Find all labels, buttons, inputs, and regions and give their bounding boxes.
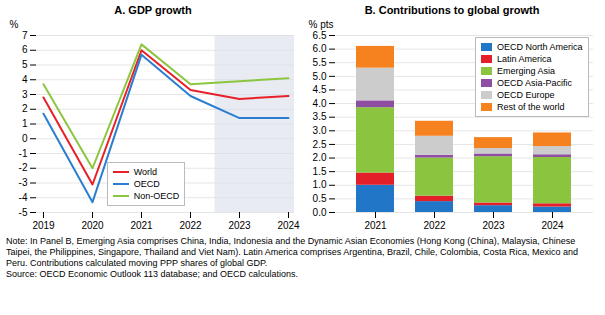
html-text:Note: In Panel B, Emerging Asi: Note: In Panel B, Emerging Asia comprise…	[6, 236, 578, 268]
html-text:Non-OECD: Non-OECD	[133, 191, 180, 201]
svg-text:3.5: 3.5	[313, 111, 327, 122]
svg-text:0: 0	[22, 133, 28, 144]
html-text:A. GDP growth: A. GDP growth	[114, 4, 192, 16]
svg-text:1.5: 1.5	[313, 166, 327, 177]
svg-text:0.5: 0.5	[313, 193, 327, 204]
svg-text:5: 5	[22, 59, 28, 70]
svg-text:5.5: 5.5	[313, 57, 327, 68]
svg-text:6: 6	[22, 44, 28, 55]
svg-text:4.5: 4.5	[313, 84, 327, 95]
svg-text:3: 3	[22, 89, 28, 100]
svg-text:4.0: 4.0	[313, 98, 327, 109]
html-text:OECD Asia-Pacific: OECD Asia-Pacific	[497, 78, 572, 88]
svg-text:%: %	[10, 19, 19, 30]
svg-text:2024: 2024	[541, 220, 564, 231]
svg-text:6.0: 6.0	[313, 43, 327, 54]
html-text:World: World	[133, 167, 157, 177]
svg-text:-3: -3	[19, 177, 28, 188]
svg-text:6.5: 6.5	[313, 30, 327, 41]
svg-text:2023: 2023	[228, 220, 251, 231]
svg-text:7: 7	[22, 30, 28, 41]
svg-text:1.0: 1.0	[313, 179, 327, 190]
svg-text:-5: -5	[19, 207, 28, 218]
svg-text:4: 4	[22, 74, 28, 85]
svg-text:2021: 2021	[364, 220, 387, 231]
svg-text:2024: 2024	[277, 220, 300, 231]
svg-text:2019: 2019	[32, 220, 55, 231]
html-text:B. Contributions to global gro: B. Contributions to global growth	[364, 4, 540, 16]
html-text:OECD North America: OECD North America	[497, 42, 583, 52]
svg-text:2.0: 2.0	[313, 152, 327, 163]
html-text:OECD Europe: OECD Europe	[497, 90, 555, 100]
svg-text:1: 1	[22, 118, 28, 129]
svg-text:2: 2	[22, 103, 28, 114]
svg-text:2020: 2020	[81, 220, 104, 231]
svg-text:2022: 2022	[423, 220, 446, 231]
svg-text:2.5: 2.5	[313, 139, 327, 150]
svg-text:0.0: 0.0	[313, 207, 327, 218]
html-text:Rest of the world: Rest of the world	[497, 102, 565, 112]
html-text:Emerging Asia: Emerging Asia	[497, 66, 555, 76]
html-text:OECD: OECD	[133, 179, 160, 189]
svg-text:5.0: 5.0	[313, 71, 327, 82]
svg-text:3.0: 3.0	[313, 125, 327, 136]
svg-text:2022: 2022	[179, 220, 202, 231]
svg-text:2023: 2023	[482, 220, 505, 231]
svg-text:2021: 2021	[130, 220, 153, 231]
html-text:Source: OECD Economic Outlook: Source: OECD Economic Outlook 113 databa…	[6, 269, 298, 279]
svg-text:-1: -1	[19, 148, 28, 159]
svg-text:-2: -2	[19, 162, 28, 173]
html-text:Latin America: Latin America	[497, 54, 552, 64]
svg-text:-4: -4	[19, 192, 28, 203]
svg-text:% pts: % pts	[309, 19, 334, 30]
